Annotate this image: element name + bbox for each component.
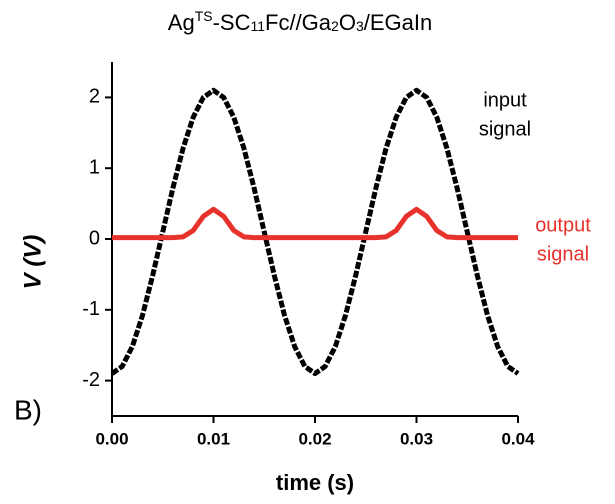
x-axis-label: time (s): [276, 470, 354, 495]
x-tick-label: 0.03: [400, 429, 433, 448]
annotation: input: [483, 89, 527, 111]
y-tick-label: 1: [89, 156, 100, 178]
title-part: O: [339, 10, 356, 35]
y-axis-label: V (V): [19, 235, 46, 290]
title-part: -SC: [213, 10, 251, 35]
x-tick-label: 0.04: [501, 429, 535, 448]
y-tick-label: 2: [89, 86, 100, 108]
annotation: output: [535, 214, 591, 236]
annotation: signal: [479, 118, 531, 140]
y-tick-label: 0: [89, 227, 100, 249]
title-part: TS: [195, 8, 213, 24]
y-tick-label: -1: [82, 298, 100, 320]
annotation: signal: [537, 243, 589, 265]
y-tick-label: -2: [82, 369, 100, 391]
title-part: Fc//Ga: [265, 10, 332, 35]
title-part: 11: [250, 18, 265, 34]
x-tick-label: 0.02: [298, 429, 331, 448]
title-part: /EGaIn: [364, 10, 432, 35]
x-tick-label: 0.00: [95, 429, 128, 448]
title-part: 3: [356, 18, 364, 34]
title-part: 2: [331, 18, 339, 34]
series-line: [112, 206, 518, 241]
chart-title: AgTS-SC11Fc//Ga2O3/EGaIn: [168, 8, 432, 34]
title-part: Ag: [168, 10, 195, 35]
x-tick-label: 0.01: [197, 429, 230, 448]
panel-label: B): [14, 394, 42, 425]
series-line: [110, 87, 520, 377]
